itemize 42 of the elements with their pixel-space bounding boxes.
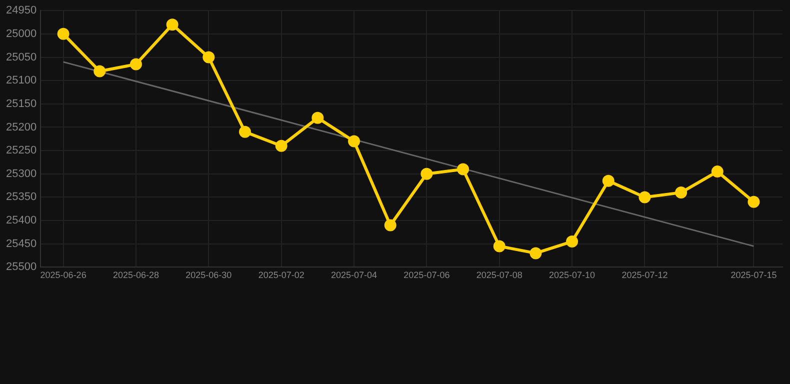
x-tick-label: 2025-07-02 [258, 270, 304, 280]
y-tick-label: 25200 [6, 121, 37, 134]
point [275, 140, 288, 152]
point [420, 168, 433, 180]
point [530, 247, 542, 260]
x-tick-label: 2025-06-30 [186, 270, 232, 280]
point [711, 166, 724, 178]
x-tick-label: 2025-06-26 [40, 270, 86, 280]
y-tick-label: 25450 [6, 238, 37, 250]
y-tick-label: 25400 [6, 214, 37, 227]
y-tick-label: 24950 [6, 4, 37, 17]
y-tick-label: 25000 [6, 28, 37, 40]
point [566, 236, 578, 248]
x-tick-label: 2025-07-06 [404, 270, 450, 280]
point [675, 186, 688, 199]
point [748, 196, 760, 208]
x-tick-label: 2025-07-10 [549, 270, 596, 280]
point [238, 126, 251, 138]
point [312, 112, 324, 124]
x-tick-label: 2025-06-28 [112, 270, 159, 280]
y-tick-label: 25150 [6, 98, 37, 110]
y-tick-label: 25050 [6, 51, 37, 64]
point [94, 65, 106, 78]
point [348, 135, 360, 148]
point [457, 163, 470, 176]
x-tick-label: 2025-07-12 [622, 270, 668, 280]
y-tick-label: 25250 [6, 144, 37, 157]
y-tick-label: 25350 [6, 191, 37, 204]
point [384, 219, 396, 232]
y-tick-label: 25300 [6, 168, 37, 180]
x-tick-label: 2025-07-08 [476, 270, 522, 280]
point [130, 58, 142, 70]
point [493, 240, 506, 252]
point [602, 174, 614, 187]
x-tick-label: 2025-07-15 [730, 270, 777, 280]
y-tick-label: 25500 [6, 261, 37, 274]
y-tick-label: 25100 [6, 74, 37, 87]
point [638, 191, 651, 204]
point [57, 28, 70, 40]
point [166, 18, 178, 31]
point [202, 51, 215, 64]
x-tick-label: 2025-07-04 [330, 270, 378, 280]
